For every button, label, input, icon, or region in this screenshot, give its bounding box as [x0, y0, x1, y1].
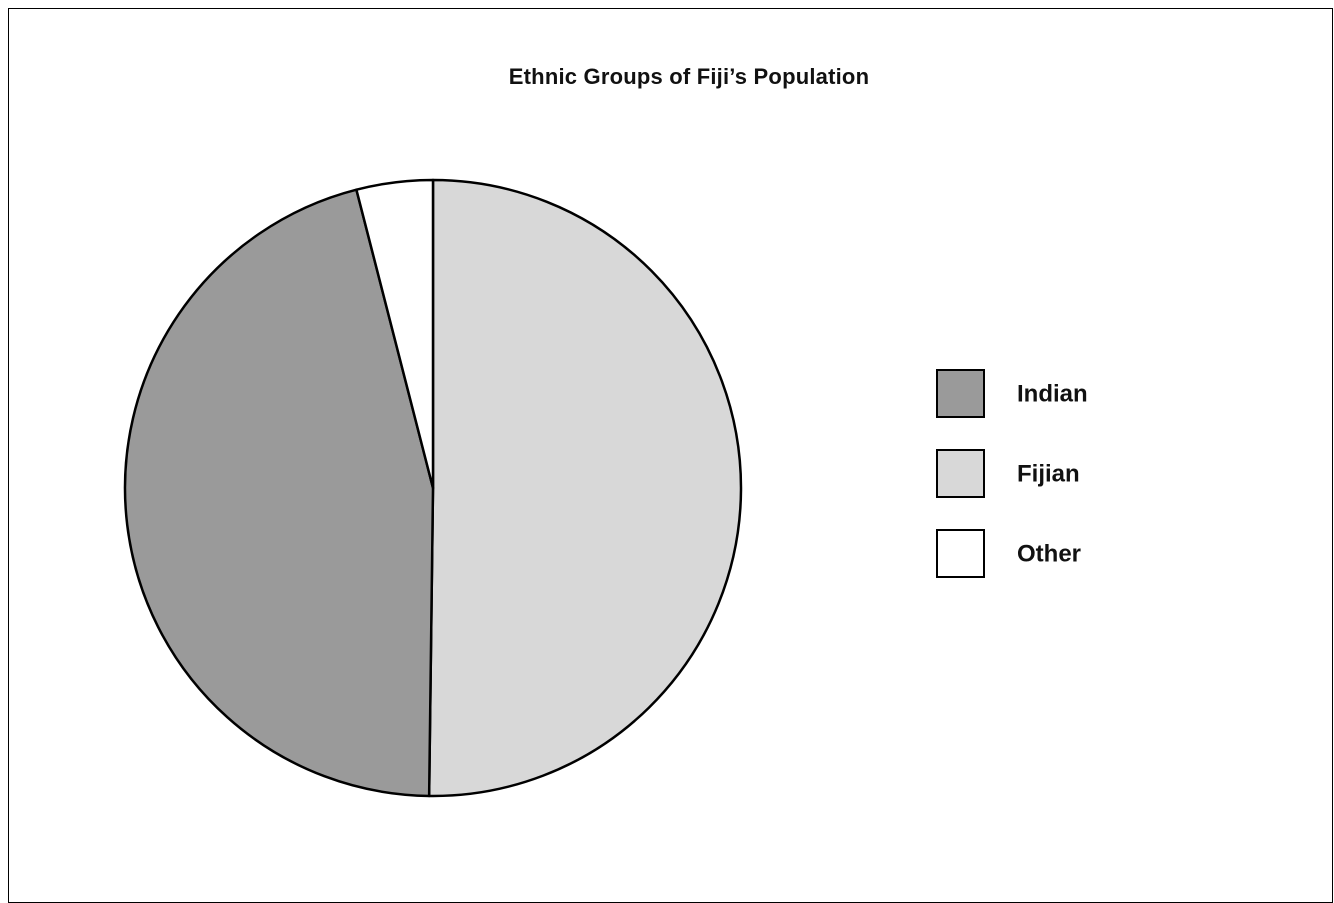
- pie-slice-other: [355, 178, 435, 490]
- legend-label-fijian: Fijian: [1017, 461, 1080, 488]
- legend-swatch-indian: [936, 369, 985, 418]
- chart-title: Ethnic Groups of Fiji’s Population: [508, 64, 870, 89]
- pie-slice-indian: [123, 188, 435, 798]
- pie-slices: [123, 178, 743, 798]
- legend-swatch-other: [936, 529, 985, 578]
- legend-label-other: Other: [1017, 541, 1081, 568]
- legend: Indian Fijian Other: [936, 369, 1088, 578]
- pie-slice-fijian: [427, 178, 743, 798]
- legend-label-indian: Indian: [1017, 381, 1088, 408]
- legend-swatch-fijian: [936, 449, 985, 498]
